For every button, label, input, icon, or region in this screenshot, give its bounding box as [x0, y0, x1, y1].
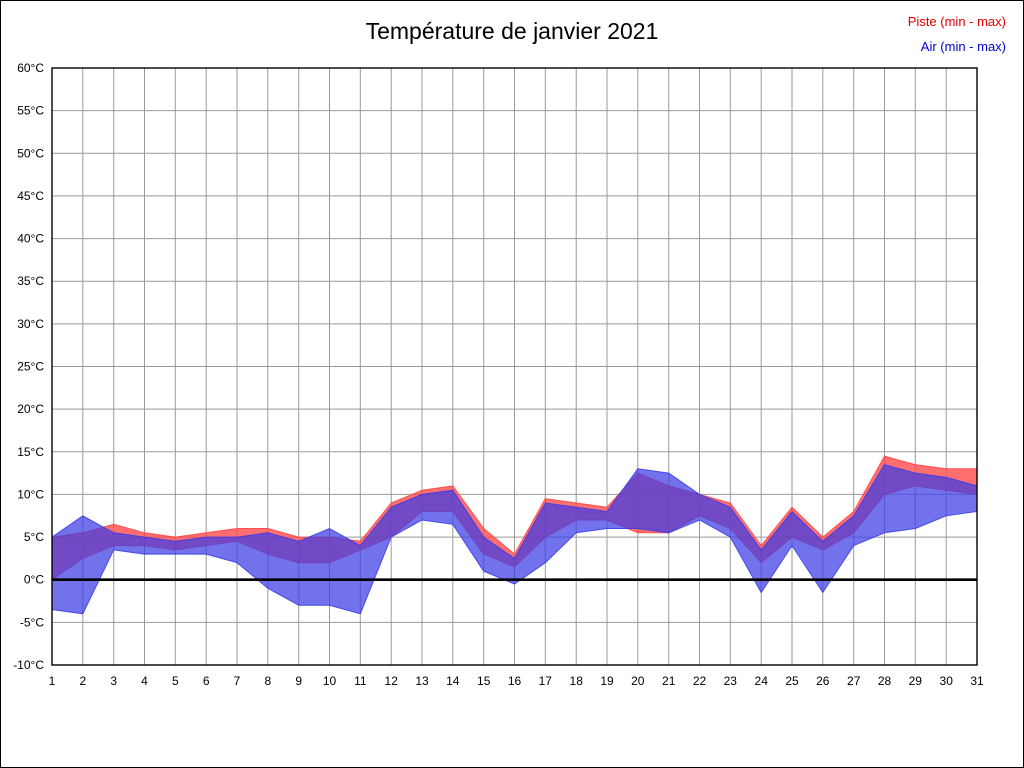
x-tick-label: 11 [354, 674, 367, 688]
y-tick-label: 0°C [24, 573, 44, 587]
x-tick-label: 18 [570, 674, 584, 688]
x-tick-label: 5 [172, 674, 179, 688]
x-tick-label: 4 [141, 674, 148, 688]
plot-border [51, 67, 978, 666]
x-tick-label: 28 [878, 674, 892, 688]
y-tick-label: 15°C [17, 445, 44, 459]
x-tick-label: 6 [203, 674, 210, 688]
x-tick-label: 7 [234, 674, 241, 688]
y-tick-label: 10°C [17, 487, 44, 501]
y-tick-label: 35°C [17, 274, 44, 288]
x-tick-label: 30 [940, 674, 954, 688]
y-tick-label: 60°C [17, 61, 44, 75]
x-tick-label: 25 [785, 674, 799, 688]
x-tick-label: 2 [79, 674, 86, 688]
x-tick-label: 23 [724, 674, 738, 688]
y-tick-label: 55°C [17, 104, 44, 118]
x-tick-label: 9 [295, 674, 302, 688]
x-tick-label: 12 [385, 674, 399, 688]
x-tick-label: 19 [600, 674, 614, 688]
x-tick-label: 14 [446, 674, 460, 688]
y-tick-label: -5°C [20, 615, 44, 629]
legend-air-label: Air (min - max) [920, 38, 1006, 54]
x-tick-label: 29 [909, 674, 923, 688]
y-tick-label: -10°C [13, 658, 44, 672]
x-tick-label: 21 [662, 674, 676, 688]
y-tick-label: 50°C [17, 146, 44, 160]
y-tick-label: 40°C [17, 232, 44, 246]
legend-piste-label: Piste (min - max) [907, 14, 1006, 29]
x-tick-label: 26 [816, 674, 830, 688]
chart-legend: Piste (min - max) Air (min - max) [908, 10, 1006, 59]
y-tick-label: 45°C [17, 189, 44, 203]
x-tick-label: 13 [415, 674, 429, 688]
x-tick-label: 10 [323, 674, 337, 688]
x-tick-label: 31 [970, 674, 984, 688]
x-tick-label: 15 [477, 674, 491, 688]
chart-title: Température de janvier 2021 [365, 18, 659, 44]
x-tick-label: 27 [847, 674, 861, 688]
x-tick-label: 16 [508, 674, 522, 688]
y-tick-label: 5°C [24, 530, 44, 544]
x-tick-label: 8 [264, 674, 271, 688]
x-tick-label: 1 [49, 674, 56, 688]
y-tick-label: 25°C [17, 360, 44, 374]
x-tick-label: 22 [693, 674, 707, 688]
x-tick-label: 17 [539, 674, 553, 688]
x-tick-label: 24 [755, 674, 769, 688]
x-tick-label: 3 [110, 674, 117, 688]
y-tick-label: 30°C [17, 317, 44, 331]
y-tick-label: 20°C [17, 402, 44, 416]
x-tick-label: 20 [631, 674, 645, 688]
